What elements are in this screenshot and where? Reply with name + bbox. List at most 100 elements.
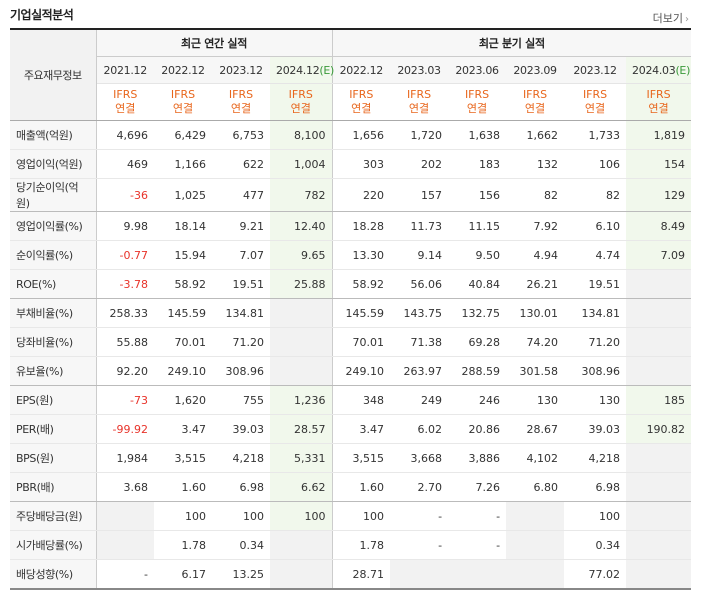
table-row: 배당성향(%) -6.17 13.25 28.71 77.02 bbox=[10, 559, 692, 590]
table-cell: 11.73 bbox=[390, 211, 449, 241]
row-label: PBR(배) bbox=[10, 472, 97, 502]
ifrs-basis-label: IFRS 연결 bbox=[448, 83, 507, 121]
table-cell: 100 bbox=[212, 501, 270, 531]
table-cell: 202 bbox=[390, 149, 449, 179]
table-cell: - bbox=[390, 501, 449, 531]
table-cell: 156 bbox=[448, 178, 507, 212]
table-cell: 249 bbox=[390, 385, 449, 415]
table-cell: 1,236 bbox=[270, 385, 333, 415]
table-cell: 3.47 bbox=[154, 414, 212, 444]
consolidated-line: 연결 bbox=[172, 102, 194, 115]
table-cell: 18.28 bbox=[331, 211, 391, 241]
more-link[interactable]: 더보기 › bbox=[653, 10, 689, 26]
table-cell: -3.78 bbox=[96, 269, 154, 299]
table-cell: 246 bbox=[448, 385, 507, 415]
row-label: EPS(원) bbox=[10, 385, 97, 415]
table-cell: 39.03 bbox=[212, 414, 270, 444]
table-cell: 3,668 bbox=[390, 443, 449, 473]
ifrs-basis-label: IFRS 연결 bbox=[390, 83, 449, 121]
table-cell: 40.84 bbox=[448, 269, 507, 299]
ifrs-line: IFRS bbox=[582, 88, 608, 101]
table-cell: 56.06 bbox=[390, 269, 449, 299]
table-cell bbox=[96, 501, 154, 531]
ifrs-line: IFRS bbox=[288, 88, 313, 101]
table-cell: 6.10 bbox=[564, 211, 627, 241]
period-header: 2023.06 bbox=[448, 56, 507, 84]
ifrs-basis-label: IFRS 연결 bbox=[564, 83, 627, 121]
table-cell: 348 bbox=[331, 385, 391, 415]
more-label: 더보기 bbox=[652, 12, 683, 25]
table-cell: 1,620 bbox=[154, 385, 212, 415]
table-cell: 185 bbox=[626, 385, 692, 415]
table-cell bbox=[270, 298, 333, 328]
table-cell: 249.10 bbox=[154, 356, 212, 386]
consolidated-line: 연결 bbox=[408, 102, 430, 115]
period-date: 2023.03 bbox=[397, 63, 441, 77]
table-cell: 9.21 bbox=[212, 211, 270, 241]
table-row: 순이익률(%) -0.77 15.94 7.07 9.65 13.30 9.14 9.50 4.… bbox=[10, 240, 692, 270]
row-label: BPS(원) bbox=[10, 443, 97, 473]
table-row: PBR(배) 3.68 1.60 6.98 6.62 1.60 2.70 7.26 6.80 6.… bbox=[10, 472, 692, 502]
table-cell bbox=[626, 530, 692, 560]
table-cell: 11.15 bbox=[448, 211, 507, 241]
table-cell: 1,733 bbox=[564, 120, 627, 150]
table-cell: 755 bbox=[212, 385, 270, 415]
table-cell: 190.82 bbox=[626, 414, 692, 444]
table-cell: 6.17 bbox=[154, 559, 212, 590]
table-cell bbox=[626, 269, 692, 299]
row-label: 부채비율(%) bbox=[10, 298, 97, 328]
table-cell: 25.88 bbox=[270, 269, 333, 299]
table-cell: 100 bbox=[331, 501, 391, 531]
table-cell: 18.14 bbox=[154, 211, 212, 241]
table-row: 영업이익률(%) 9.98 18.14 9.21 12.40 18.28 11.73 11.1… bbox=[10, 211, 692, 241]
table-cell: 0.34 bbox=[212, 530, 270, 560]
row-label: 시가배당률(%) bbox=[10, 530, 97, 560]
table-cell bbox=[96, 530, 154, 560]
table-cell: 71.20 bbox=[212, 327, 270, 357]
table-cell: 308.96 bbox=[564, 356, 627, 386]
item-column-header: 주요재무정보 bbox=[10, 28, 97, 121]
ifrs-line: IFRS bbox=[228, 88, 254, 101]
table-cell: 1,984 bbox=[96, 443, 154, 473]
table-cell: 1,025 bbox=[154, 178, 212, 212]
table-cell: 26.21 bbox=[506, 269, 565, 299]
table-cell: 9.65 bbox=[270, 240, 333, 270]
table-cell: 145.59 bbox=[331, 298, 391, 328]
table-cell: 4,102 bbox=[506, 443, 565, 473]
table-cell: 258.33 bbox=[96, 298, 154, 328]
ifrs-line: IFRS bbox=[522, 88, 548, 101]
table-row: 당좌비율(%) 55.88 70.01 71.20 70.01 71.38 69.28 74.… bbox=[10, 327, 692, 357]
table-cell: 3,515 bbox=[331, 443, 391, 473]
table-cell: 1.60 bbox=[331, 472, 391, 502]
table-cell: 469 bbox=[96, 149, 154, 179]
table-row: 당기순이익(억원) -36 1,025 477 782 220 157 156 82 82 129 bbox=[10, 178, 692, 212]
table-cell: 106 bbox=[564, 149, 627, 179]
table-cell: 6.98 bbox=[564, 472, 627, 502]
table-cell: 1.60 bbox=[154, 472, 212, 502]
consolidated-line: 연결 bbox=[648, 102, 669, 115]
consolidated-line: 연결 bbox=[351, 102, 372, 115]
table-cell: 71.38 bbox=[390, 327, 449, 357]
table-cell: 5,331 bbox=[270, 443, 333, 473]
table-cell bbox=[270, 356, 333, 386]
table-cell: 28.57 bbox=[270, 414, 333, 444]
table-cell: 8.49 bbox=[626, 211, 692, 241]
financial-summary-table: 주요재무정보 최근 연간 실적 최근 분기 실적 2021.12 2022.12 2… bbox=[10, 28, 692, 590]
table-cell: 28.71 bbox=[331, 559, 391, 590]
table-cell: 1,819 bbox=[626, 120, 692, 150]
table-cell: 130 bbox=[506, 385, 565, 415]
period-header: 2023.03 bbox=[390, 56, 449, 84]
table-cell: 8,100 bbox=[270, 120, 333, 150]
table-row: PER(배) -99.92 3.47 39.03 28.57 3.47 6.02 20.86 2… bbox=[10, 414, 692, 444]
ifrs-line: IFRS bbox=[349, 88, 374, 101]
table-row: 시가배당률(%) 1.78 0.34 1.78- -0.34 bbox=[10, 530, 692, 560]
row-label: 영업이익(억원) bbox=[10, 149, 97, 179]
table-cell bbox=[626, 559, 692, 590]
table-cell: 3.47 bbox=[331, 414, 391, 444]
row-label: 순이익률(%) bbox=[10, 240, 97, 270]
period-header: 2024.12(E) bbox=[270, 56, 335, 84]
row-label: 매출액(억원) bbox=[10, 120, 97, 150]
estimate-mark: (E) bbox=[319, 63, 335, 77]
table-cell bbox=[626, 327, 692, 357]
table-cell bbox=[626, 298, 692, 328]
